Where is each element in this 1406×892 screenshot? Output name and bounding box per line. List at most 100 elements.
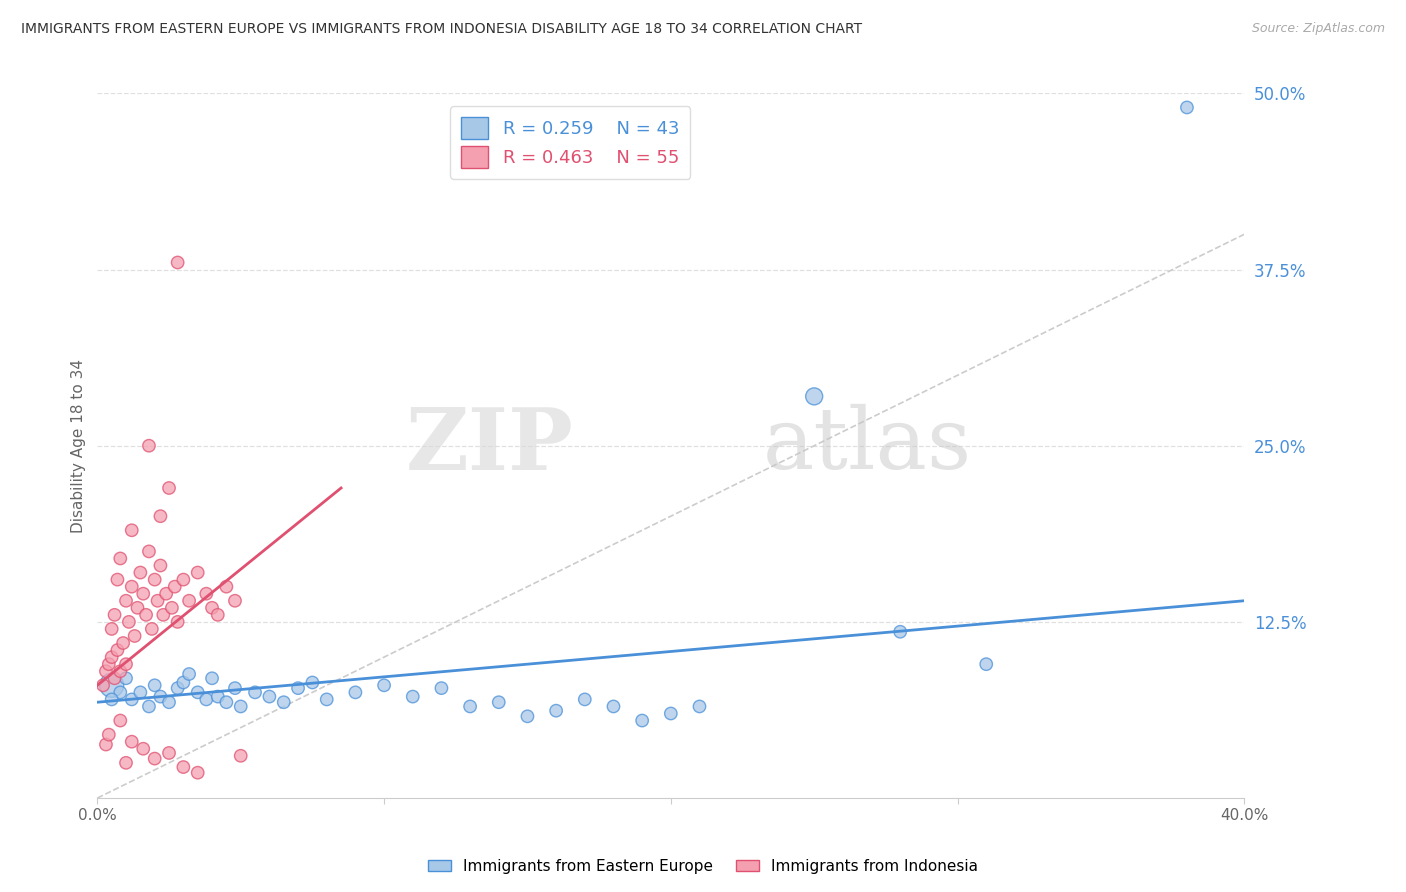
Point (97, 657, 120, 672)
Point (94, 664, 117, 678)
Point (224, 681, 246, 695)
Point (146, 593, 169, 607)
Point (110, 714, 132, 728)
Point (195, 692, 218, 706)
Point (974, 657, 997, 672)
Point (115, 657, 138, 672)
Point (458, 699, 481, 714)
Point (107, 573, 129, 587)
Point (143, 678, 166, 692)
Point (201, 671, 224, 685)
Point (273, 695, 295, 709)
Point (118, 615, 141, 629)
Point (100, 622, 122, 636)
Point (430, 681, 453, 695)
Point (207, 607, 229, 622)
Point (172, 573, 194, 587)
Point (1175, 100, 1198, 114)
Point (229, 748, 252, 763)
Point (132, 587, 155, 601)
Point (172, 675, 194, 690)
Point (187, 685, 209, 699)
Point (121, 692, 143, 706)
Text: atlas: atlas (762, 404, 972, 487)
Point (259, 690, 281, 704)
Text: Source: ZipAtlas.com: Source: ZipAtlas.com (1251, 22, 1385, 36)
Point (201, 600, 224, 615)
Point (301, 675, 323, 690)
Y-axis label: Disability Age 18 to 34: Disability Age 18 to 34 (72, 359, 86, 533)
Point (110, 664, 132, 678)
Point (115, 756, 138, 770)
Point (110, 685, 132, 699)
Point (215, 695, 238, 709)
Point (207, 690, 229, 704)
Point (152, 607, 174, 622)
Point (187, 765, 209, 780)
Point (121, 734, 143, 748)
Point (402, 690, 425, 704)
Point (100, 692, 122, 706)
Text: IMMIGRANTS FROM EASTERN EUROPE VS IMMIGRANTS FROM INDONESIA DISABILITY AGE 18 TO: IMMIGRANTS FROM EASTERN EUROPE VS IMMIGR… (21, 22, 862, 37)
Point (138, 699, 160, 714)
Point (659, 706, 682, 721)
Point (155, 587, 177, 601)
Point (103, 607, 125, 622)
Point (132, 741, 155, 756)
Point (103, 671, 125, 685)
Point (135, 607, 157, 622)
Point (138, 544, 160, 558)
Point (100, 678, 122, 692)
Point (115, 593, 138, 607)
Point (315, 692, 337, 706)
Point (121, 523, 143, 537)
Point (157, 481, 180, 495)
Point (195, 587, 218, 601)
Point (889, 624, 911, 639)
Point (243, 685, 266, 699)
Point (97, 728, 120, 742)
Point (187, 566, 209, 580)
Point (100, 650, 122, 665)
Point (112, 636, 135, 650)
Point (166, 255, 188, 269)
Point (803, 389, 825, 403)
Point (127, 600, 149, 615)
Point (157, 746, 180, 760)
Point (602, 699, 624, 714)
Point (149, 690, 172, 704)
Point (91, 678, 114, 692)
Point (115, 671, 138, 685)
Point (94, 738, 117, 752)
Text: ZIP: ZIP (405, 404, 574, 488)
Point (229, 699, 252, 714)
Point (373, 678, 395, 692)
Point (141, 622, 163, 636)
Point (160, 600, 183, 615)
Point (166, 615, 188, 629)
Point (149, 509, 172, 524)
Point (143, 573, 166, 587)
Point (138, 439, 160, 453)
Point (124, 629, 146, 643)
Point (121, 580, 143, 594)
Point (177, 593, 200, 607)
Point (344, 685, 367, 699)
Point (287, 681, 309, 695)
Point (224, 593, 246, 607)
Point (172, 760, 194, 774)
Point (107, 643, 129, 657)
Point (689, 699, 711, 714)
Point (546, 704, 568, 718)
Point (129, 685, 152, 699)
Point (110, 551, 132, 566)
Point (129, 566, 152, 580)
Point (488, 695, 510, 709)
Point (143, 751, 166, 765)
Point (177, 667, 200, 681)
Point (631, 714, 654, 728)
Point (166, 681, 188, 695)
Point (574, 692, 596, 706)
Legend: Immigrants from Eastern Europe, Immigrants from Indonesia: Immigrants from Eastern Europe, Immigran… (422, 853, 984, 880)
Point (149, 558, 172, 573)
